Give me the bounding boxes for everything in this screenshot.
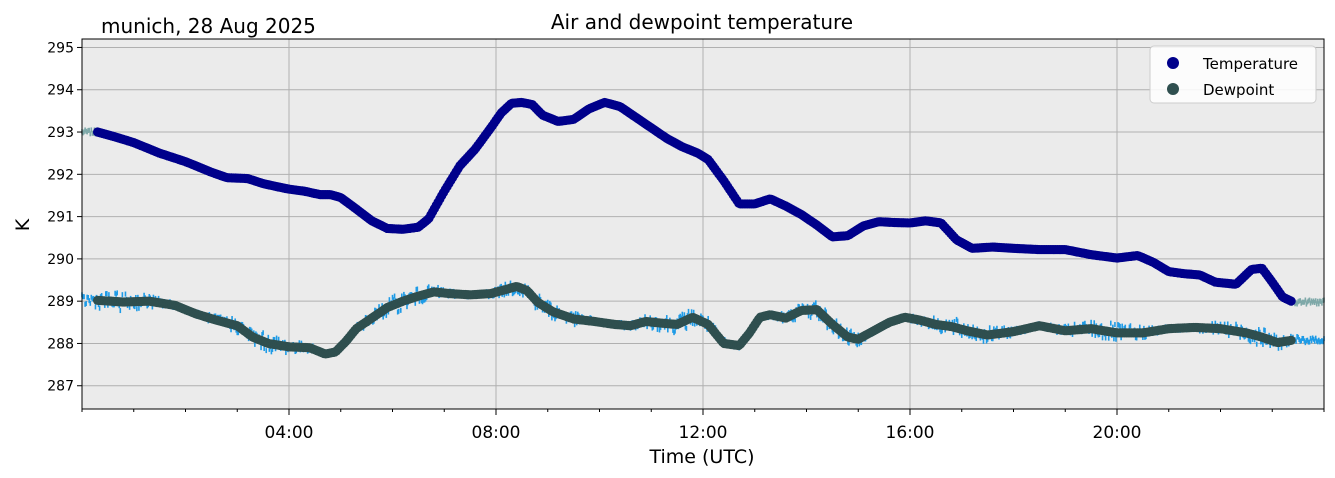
x-tick-label: 12:00 <box>679 423 728 443</box>
y-tick-label: 289 <box>47 294 74 310</box>
y-tick-label: 294 <box>47 83 74 99</box>
x-axis-label: Time (UTC) <box>648 446 754 468</box>
y-tick-label: 293 <box>47 125 74 141</box>
point-temperature <box>1286 296 1296 306</box>
legend-marker-temperature <box>1167 57 1179 69</box>
legend-marker-dewpoint <box>1167 83 1179 95</box>
x-tick-label: 20:00 <box>1093 423 1142 443</box>
y-tick-label: 290 <box>47 252 74 268</box>
y-tick-label: 291 <box>47 210 74 226</box>
x-tick-label: 08:00 <box>472 423 521 443</box>
point-dewpoint <box>1286 335 1296 345</box>
legend-label-temperature: Temperature <box>1202 55 1298 73</box>
legend: Temperature Dewpoint <box>1149 45 1317 104</box>
x-tick-label: 04:00 <box>265 423 314 443</box>
series-dewpoint <box>92 281 1296 359</box>
grid-lines <box>82 39 1324 409</box>
series-layer <box>92 97 1296 359</box>
x-tick-label: 16:00 <box>886 423 935 443</box>
x-axis-ticks: 04:00 08:00 12:00 16:00 20:00 <box>81 409 1325 443</box>
y-axis-label: K <box>12 218 34 231</box>
location-date-label: munich, 28 Aug 2025 <box>101 14 316 38</box>
chart-title: Air and dewpoint temperature <box>551 10 853 34</box>
legend-label-dewpoint: Dewpoint <box>1203 81 1274 99</box>
y-axis-ticks: 287 288 289 290 291 292 293 294 295 <box>47 40 82 395</box>
y-tick-label: 288 <box>47 336 74 352</box>
y-tick-label: 287 <box>47 379 74 395</box>
series-temperature <box>92 97 1296 306</box>
y-tick-label: 295 <box>47 40 74 56</box>
y-tick-label: 292 <box>47 167 74 183</box>
legend-box <box>1149 45 1317 104</box>
